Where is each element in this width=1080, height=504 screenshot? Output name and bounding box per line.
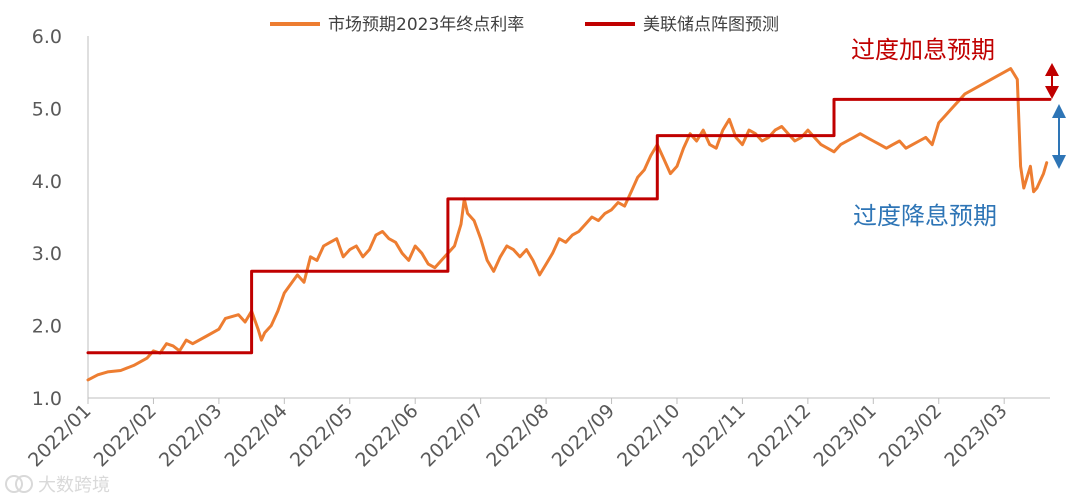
y-tick-label: 2.0	[32, 316, 62, 338]
x-tick-label: 2023/01	[809, 400, 880, 471]
axes: 1.02.03.04.05.06.02022/012022/022022/032…	[24, 26, 1050, 471]
legend-label-market: 市场预期2023年终点利率	[328, 15, 524, 35]
blue-double-arrow-icon	[1052, 104, 1066, 169]
x-tick-label: 2022/06	[351, 400, 422, 471]
y-tick-label: 4.0	[32, 171, 62, 193]
watermark-logo-icon	[5, 475, 33, 493]
x-tick-label: 2022/10	[613, 400, 684, 471]
x-tick-label: 2022/04	[220, 400, 291, 471]
x-tick-label: 2022/02	[90, 400, 161, 471]
market-expectation-line	[86, 67, 1049, 382]
x-tick-label: 2023/02	[875, 400, 946, 471]
x-tick-label: 2022/11	[679, 400, 750, 471]
y-tick-label: 5.0	[32, 98, 62, 120]
x-tick-label: 2022/05	[286, 400, 357, 471]
annotation-over-hike: 过度加息预期	[851, 36, 995, 64]
red-double-arrow-icon	[1045, 63, 1059, 99]
legend: 市场预期2023年终点利率 美联储点阵图预测	[270, 15, 779, 35]
legend-label-fed-dotplot: 美联储点阵图预测	[643, 15, 779, 35]
y-tick-label: 3.0	[32, 243, 62, 265]
annotation-over-cut: 过度降息预期	[853, 202, 997, 230]
watermark: 大数跨境	[5, 475, 110, 496]
x-tick-label: 2022/01	[24, 400, 95, 471]
x-tick-label: 2022/09	[548, 400, 619, 471]
x-tick-label: 2022/07	[417, 400, 488, 471]
series-layer	[86, 67, 1052, 382]
x-tick-label: 2023/03	[940, 400, 1011, 471]
y-tick-label: 6.0	[32, 26, 62, 48]
watermark-text: 大数跨境	[38, 475, 110, 496]
x-tick-label: 2022/12	[744, 400, 815, 471]
fed-dotplot-step-line	[86, 97, 1052, 355]
y-tick-label: 1.0	[32, 388, 62, 410]
annotations: 过度加息预期 过度降息预期	[851, 36, 1066, 230]
x-tick-label: 2022/08	[482, 400, 553, 471]
x-tick-label: 2022/03	[155, 400, 226, 471]
